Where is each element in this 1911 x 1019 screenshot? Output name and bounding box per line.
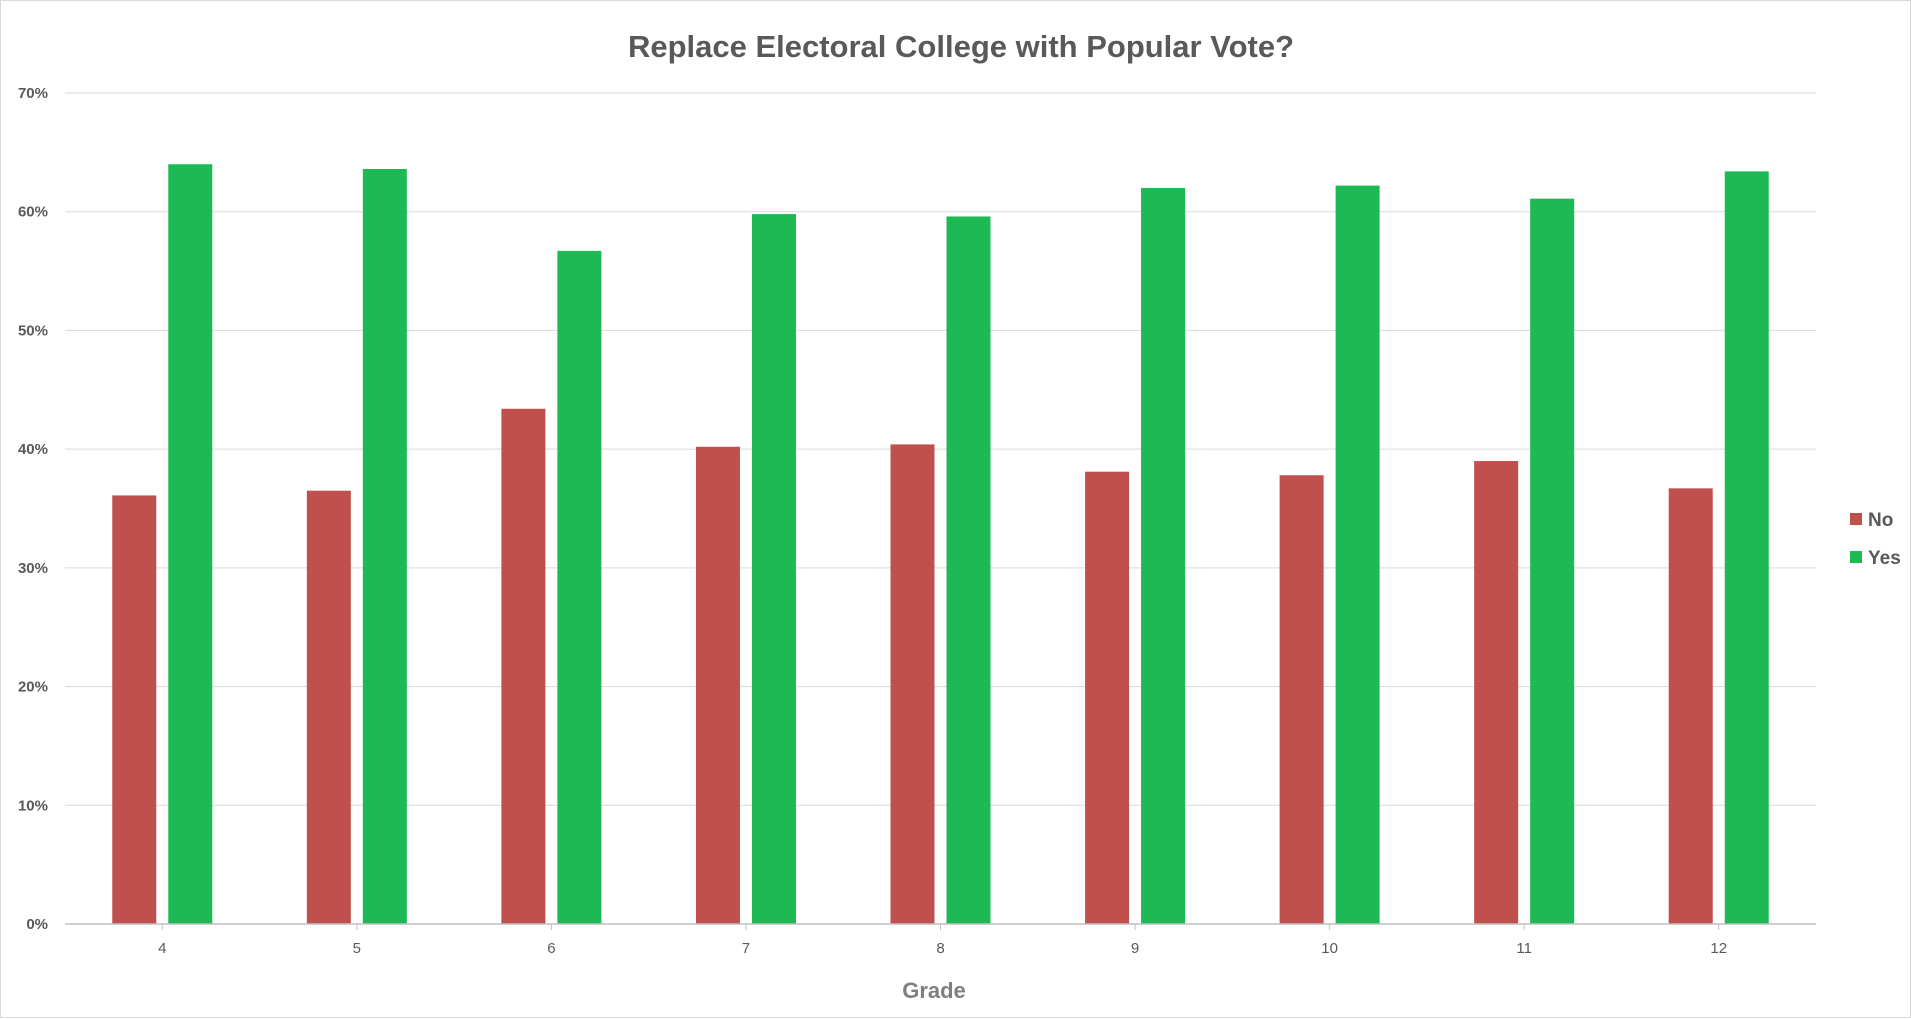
bar-yes-grade-4 — [168, 164, 213, 924]
x-axis-ticks: 4 5 6 7 8 9 10 11 12 — [158, 924, 1727, 957]
legend-swatch-yes — [1850, 551, 1862, 563]
y-tick-label: 30% — [18, 560, 48, 577]
y-tick-label: 60% — [18, 204, 48, 221]
bar-yes-grade-5 — [362, 168, 407, 924]
bar-no-grade-5 — [306, 490, 351, 924]
bar-yes-grade-12 — [1724, 171, 1769, 924]
x-tick-label: 10 — [1321, 940, 1338, 957]
legend: No Yes — [1850, 510, 1901, 569]
x-tick-label: 4 — [158, 940, 166, 957]
bar-no-grade-6 — [501, 408, 546, 924]
x-tick-label: 9 — [1131, 940, 1139, 957]
bar-yes-grade-9 — [1141, 187, 1186, 924]
bars — [112, 164, 1769, 925]
bar-yes-grade-10 — [1335, 185, 1380, 924]
y-tick-label: 0% — [26, 916, 48, 933]
bar-no-grade-7 — [695, 446, 740, 924]
gridlines — [65, 92, 1816, 806]
y-tick-label: 40% — [18, 441, 48, 458]
y-axis-ticks: 0% 10% 20% 30% 40% 50% 60% 70% — [18, 85, 48, 933]
bar-yes-grade-7 — [751, 214, 796, 925]
y-tick-label: 20% — [18, 679, 48, 696]
x-axis-label: Grade — [902, 978, 966, 1003]
bar-no-grade-10 — [1279, 475, 1324, 924]
bar-yes-grade-11 — [1530, 198, 1575, 925]
legend-label-no: No — [1868, 510, 1893, 531]
bar-no-grade-9 — [1085, 471, 1130, 924]
y-tick-label: 70% — [18, 85, 48, 102]
x-tick-label: 5 — [353, 940, 361, 957]
x-tick-label: 11 — [1516, 940, 1532, 957]
x-tick-label: 7 — [742, 940, 750, 957]
bar-yes-grade-8 — [946, 216, 991, 924]
bar-no-grade-8 — [890, 444, 935, 924]
x-tick-label: 12 — [1710, 940, 1727, 957]
chart-title: Replace Electoral College with Popular V… — [628, 29, 1294, 64]
legend-label-yes: Yes — [1868, 548, 1901, 569]
x-tick-label: 8 — [936, 940, 944, 957]
bar-no-grade-11 — [1474, 461, 1519, 924]
bar-no-grade-12 — [1668, 488, 1713, 924]
x-tick-label: 6 — [547, 940, 555, 957]
bar-no-grade-4 — [112, 495, 157, 924]
y-tick-label: 50% — [18, 322, 48, 339]
y-tick-label: 10% — [18, 797, 48, 814]
bar-yes-grade-6 — [557, 250, 602, 924]
legend-swatch-no — [1850, 513, 1862, 525]
